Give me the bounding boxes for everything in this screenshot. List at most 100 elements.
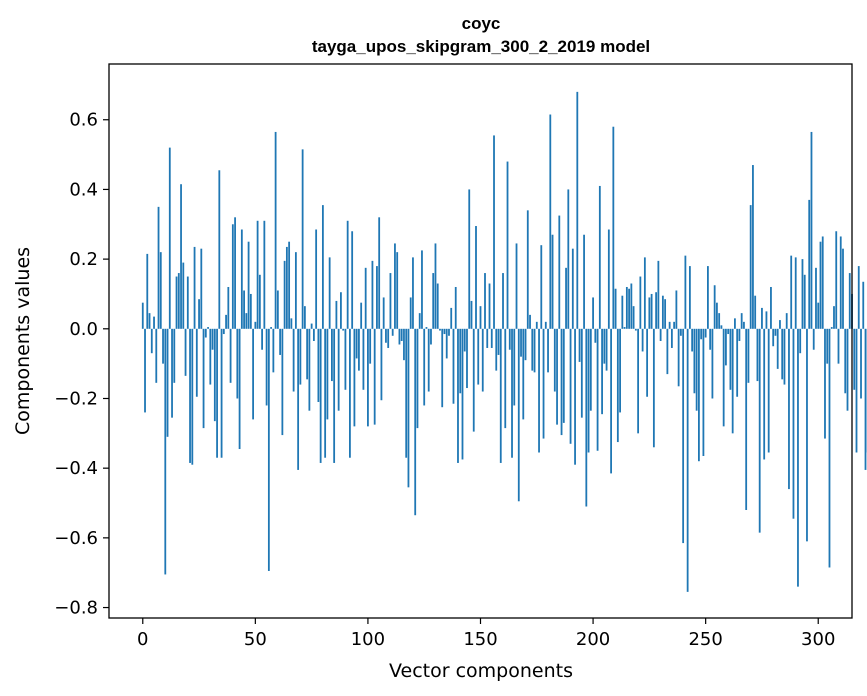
bar-296 bbox=[808, 199, 811, 329]
bar-268 bbox=[745, 328, 748, 510]
bar-80 bbox=[321, 205, 324, 329]
bar-27 bbox=[202, 328, 205, 429]
bar-113 bbox=[396, 252, 399, 329]
y-tick-label: 0.4 bbox=[69, 179, 98, 200]
bar-321 bbox=[864, 328, 867, 470]
bar-161 bbox=[504, 328, 507, 429]
bar-134 bbox=[443, 328, 446, 335]
bar-313 bbox=[846, 328, 849, 411]
bar-224 bbox=[646, 328, 649, 397]
bar-287 bbox=[788, 328, 790, 490]
bar-310 bbox=[839, 236, 842, 329]
bar-309 bbox=[837, 328, 840, 364]
bar-318 bbox=[857, 266, 860, 329]
bar-246 bbox=[695, 328, 698, 411]
bar-213 bbox=[621, 295, 624, 329]
bar-130 bbox=[434, 243, 437, 329]
bar-154 bbox=[488, 283, 491, 329]
bar-275 bbox=[761, 307, 763, 329]
bars-group bbox=[141, 91, 867, 592]
bar-194 bbox=[578, 328, 581, 362]
bar-60 bbox=[276, 290, 279, 329]
bar-153 bbox=[486, 328, 489, 348]
bar-128 bbox=[430, 328, 432, 345]
bar-212 bbox=[619, 328, 621, 413]
bar-43 bbox=[238, 328, 241, 450]
bar-81 bbox=[324, 328, 327, 458]
bar-150 bbox=[479, 306, 482, 329]
bar-174 bbox=[533, 328, 536, 373]
x-axis-ticks: 0 50 100 150 200 250 300 bbox=[137, 618, 835, 650]
bar-104 bbox=[376, 266, 378, 329]
bar-18 bbox=[182, 262, 185, 329]
bar-286 bbox=[785, 313, 788, 329]
bar-227 bbox=[652, 328, 655, 448]
bar-17 bbox=[180, 184, 182, 329]
x-tick-label: 200 bbox=[576, 629, 610, 650]
bar-40 bbox=[231, 224, 234, 329]
bar-136 bbox=[448, 328, 450, 336]
bar-182 bbox=[551, 234, 554, 329]
bar-74 bbox=[308, 328, 311, 411]
bar-230 bbox=[659, 328, 662, 341]
bar-146 bbox=[470, 300, 473, 329]
bar-215 bbox=[625, 286, 628, 329]
bar-166 bbox=[515, 243, 518, 329]
bar-248 bbox=[700, 328, 703, 340]
bar-266 bbox=[740, 313, 743, 329]
bar-257 bbox=[720, 325, 723, 329]
bar-45 bbox=[243, 290, 245, 329]
bar-172 bbox=[529, 314, 531, 329]
bar-38 bbox=[227, 286, 230, 329]
bar-61 bbox=[279, 328, 282, 355]
bar-312 bbox=[844, 328, 847, 394]
bar-127 bbox=[427, 328, 430, 392]
bar-239 bbox=[679, 328, 682, 336]
y-tick-label: −0.4 bbox=[54, 458, 98, 479]
bar-89 bbox=[342, 328, 345, 331]
bar-4 bbox=[150, 328, 153, 354]
bar-243 bbox=[688, 266, 691, 329]
bar-306 bbox=[830, 327, 833, 329]
bar-302 bbox=[821, 236, 824, 329]
x-tick-label: 0 bbox=[137, 629, 148, 650]
bar-293 bbox=[801, 259, 804, 329]
bar-73 bbox=[306, 328, 309, 380]
bar-47 bbox=[247, 241, 250, 329]
bar-117 bbox=[405, 328, 408, 458]
bar-252 bbox=[709, 328, 712, 350]
bar-19 bbox=[184, 328, 187, 376]
bar-25 bbox=[198, 299, 200, 329]
bar-156 bbox=[493, 135, 495, 329]
bar-210 bbox=[614, 288, 617, 329]
bar-70 bbox=[299, 328, 302, 385]
bar-191 bbox=[571, 248, 574, 329]
bar-15 bbox=[175, 276, 178, 329]
bar-65 bbox=[288, 241, 291, 329]
bar-244 bbox=[691, 328, 694, 352]
bar-267 bbox=[743, 321, 745, 329]
bar-7 bbox=[157, 206, 160, 329]
bar-226 bbox=[650, 293, 653, 329]
bar-181 bbox=[549, 114, 552, 329]
bar-87 bbox=[337, 328, 340, 411]
bar-234 bbox=[668, 321, 671, 329]
bar-259 bbox=[725, 328, 727, 366]
bar-31 bbox=[211, 328, 214, 350]
bar-42 bbox=[236, 328, 239, 399]
bar-269 bbox=[747, 328, 750, 383]
bar-58 bbox=[272, 328, 275, 373]
bar-3 bbox=[148, 313, 151, 329]
bar-34 bbox=[218, 170, 221, 329]
bar-263 bbox=[734, 318, 736, 329]
bar-41 bbox=[234, 217, 236, 329]
bar-2 bbox=[146, 253, 149, 329]
bar-205 bbox=[603, 328, 606, 364]
bar-157 bbox=[495, 328, 498, 371]
bar-169 bbox=[522, 328, 525, 420]
bar-91 bbox=[346, 220, 349, 329]
bar-240 bbox=[682, 328, 685, 544]
x-tick-label: 150 bbox=[463, 629, 497, 650]
bar-245 bbox=[693, 328, 696, 394]
bar-93 bbox=[351, 231, 354, 329]
